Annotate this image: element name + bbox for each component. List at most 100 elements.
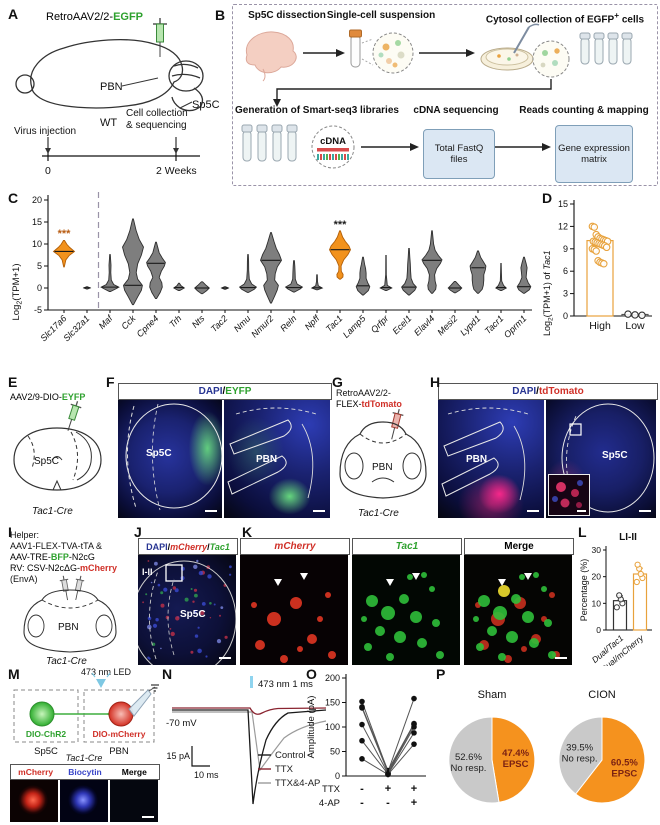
speckle (184, 597, 189, 602)
violin-Npff (310, 274, 324, 291)
m-genotype: Tac1-Cre (66, 753, 103, 762)
speckle (193, 588, 198, 592)
scale-x-label: 10 ms (194, 770, 219, 780)
scale-bar (527, 510, 539, 512)
timeline (42, 137, 200, 161)
i-line3: AAV-TRE-BFP-N2cG (10, 552, 95, 562)
merge-label: Merge (504, 541, 534, 552)
c-gene-label: Lamp5 (341, 313, 368, 340)
scale-bar (219, 657, 231, 659)
e-region-label: Sp5C (34, 456, 59, 467)
speckle (197, 648, 202, 654)
h2-inset (548, 474, 590, 516)
o-y-tick-label: 50 (330, 747, 340, 757)
speckle (174, 588, 179, 593)
elbow-arrow (273, 79, 552, 107)
green-cell (399, 594, 409, 604)
red-cell (297, 646, 303, 652)
violin-Cck (122, 218, 144, 306)
brain-icon (245, 31, 297, 82)
pie-title-CION: CION (588, 689, 616, 701)
l-y-tick-label: 30 (592, 545, 602, 555)
trace-ttx-4ap (172, 711, 327, 772)
d-y-tick-label: 6 (563, 266, 568, 276)
d-y-tick-label: 3 (563, 289, 568, 299)
speckle (200, 610, 205, 616)
red-cell (267, 612, 281, 626)
pie-slice-epsc (491, 716, 536, 803)
d-low-point (624, 310, 632, 318)
inset-scale-bar (577, 510, 586, 512)
tdtomato-signal (438, 398, 544, 518)
speckle (194, 593, 198, 598)
slash: / (167, 541, 171, 552)
o-y-axis-label: Amplitude (pA) (306, 696, 317, 759)
o-data-point (411, 741, 417, 747)
panel-label-d: D (542, 190, 553, 206)
scale-bar (639, 510, 651, 512)
d-y-tick-label: 9 (563, 244, 568, 254)
dapi-label: DAPI (198, 386, 223, 397)
mcherry-neuron (108, 701, 134, 727)
genotype-label: WT (100, 117, 117, 129)
red-cell (328, 651, 336, 659)
i-line2: AAV1-FLEX-TVA-tTA & (10, 541, 102, 551)
g-region-label: PBN (372, 462, 393, 473)
panel-label-f: F (106, 374, 115, 390)
syringe-icon (67, 401, 82, 431)
o-condition-name: 4-AP (319, 798, 340, 809)
panel-f: F DAPI / EYFP Sp5C PBN (106, 374, 332, 526)
speckle (220, 606, 224, 609)
l-point (634, 561, 641, 568)
speckle (165, 615, 170, 620)
speckle (229, 565, 232, 569)
violin-Oprm1 (516, 256, 532, 294)
speckle (155, 618, 159, 622)
significance-stars: *** (58, 228, 72, 240)
c-gene-label: Trh (167, 313, 183, 329)
j-channel-header: DAPI / mCherry / Tac1 (138, 538, 238, 555)
syringe-icon (391, 408, 404, 440)
speckle (145, 593, 148, 596)
red-cell (251, 602, 257, 608)
tube-icon (349, 29, 374, 68)
panel-label-h: H (430, 374, 441, 390)
cdna-icon: cDNA (311, 125, 355, 169)
panel-i: I Helper: AAV1-FLEX-TVA-tTA & AAV-TRE-BF… (8, 524, 138, 667)
double-labeled-cell (498, 585, 510, 597)
tube-strip-icon-bottom (241, 124, 298, 162)
violin-Trh (172, 282, 186, 292)
violin-Ecel1 (401, 247, 417, 296)
speckle (196, 559, 199, 563)
c-y-tick-label: -5 (34, 305, 42, 315)
panel-d: D Log2(TPM+1) of Tac1 0 3 6 9 12 15 High Low (538, 188, 658, 372)
g-genotype: Tac1-Cre (358, 508, 399, 519)
d-low-point (631, 311, 639, 319)
e-genotype: Tac1-Cre (32, 506, 73, 517)
green-cell (375, 626, 385, 636)
l-point (616, 592, 623, 599)
green-cell (386, 653, 394, 661)
h1-region-label: PBN (466, 454, 488, 465)
speckle (147, 656, 150, 659)
chr2-neuron (29, 701, 55, 727)
d-high-point (590, 223, 599, 231)
k1-header: mCherry (240, 538, 350, 555)
panel-label-i: I (8, 524, 12, 540)
speckle (157, 583, 161, 587)
h2-overlay (561, 403, 655, 513)
c-y-tick-label: 10 (32, 239, 42, 249)
f2-overlay (227, 407, 317, 499)
scale-y-label: 15 pA (166, 751, 190, 761)
legend-label-TTX&4-AP: TTX&4-AP (275, 778, 320, 789)
green-cell (493, 606, 507, 620)
k-mcherry-micrograph (240, 553, 348, 665)
panel-label-c: C (8, 190, 19, 206)
panel-label-g: G (332, 374, 343, 390)
arrowhead-icon (274, 579, 282, 586)
d-category-label: High (589, 320, 611, 332)
tube-strip-icon-top (579, 32, 633, 65)
speckle (154, 561, 158, 566)
arrowhead-icon (498, 579, 506, 586)
k-merge-micrograph (464, 553, 572, 665)
